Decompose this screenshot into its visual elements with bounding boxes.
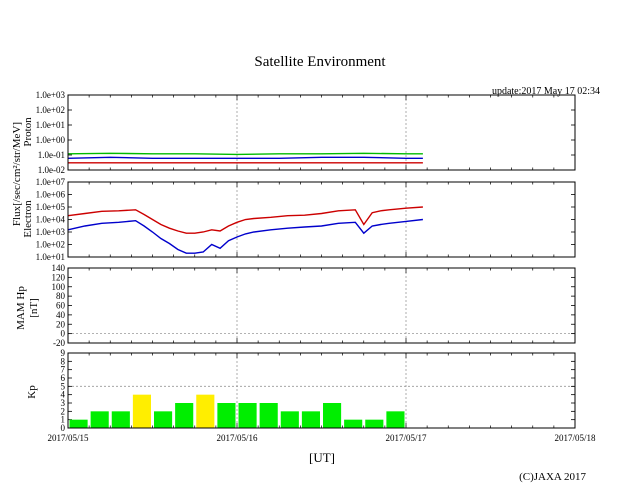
kp-bar — [323, 403, 342, 428]
mam-frame — [67, 267, 576, 344]
kp-frame — [67, 352, 576, 429]
electron-ytick-label: 1.0e+07 — [36, 177, 66, 187]
electron-ytick-label: 1.0e+03 — [36, 227, 66, 237]
copyright: (C)JAXA 2017 — [519, 471, 586, 483]
mam-label: MAM Hp — [15, 286, 27, 330]
proton-frame — [67, 94, 576, 171]
kp-ytick-label: 8 — [61, 356, 66, 366]
mam-unit-label: [nT] — [28, 298, 40, 318]
flux-y-label: Flux[/sec/cm²/str/MeV] — [11, 122, 23, 226]
kp-bar — [344, 419, 363, 428]
electron-series-blue — [67, 218, 423, 254]
kp-bar — [69, 419, 88, 428]
proton-series-blue — [67, 156, 423, 160]
kp-bar — [196, 394, 215, 428]
electron-ytick-label: 1.0e+05 — [36, 202, 66, 212]
mam-ytick-label: 60 — [56, 301, 66, 311]
update-label: update:2017 May 17 02:34 — [492, 86, 600, 97]
kp-bar — [301, 411, 320, 428]
x-tick-label: 2017/05/16 — [216, 433, 258, 443]
proton-label: Proton — [22, 117, 34, 147]
proton-ytick-label: 1.0e+02 — [36, 105, 65, 115]
proton-ytick-label: 1.0e-01 — [38, 150, 65, 160]
kp-ytick-label: 7 — [61, 365, 66, 375]
kp-ytick-label: 2 — [61, 406, 66, 416]
kp-bar — [280, 411, 299, 428]
kp-label: Kp — [26, 385, 38, 399]
mam-ytick-label: 140 — [52, 263, 66, 273]
plot-layer: 1.0e-02 1.0e-01 1.0e+00 1.0e+01 1.0e+02 1.0e+… — [36, 90, 596, 443]
electron-ytick-label: 1.0e+02 — [36, 240, 65, 250]
proton-ytick-label: 1.0e+03 — [36, 90, 66, 100]
x-tick-label: 2017/05/17 — [385, 433, 427, 443]
electron-ytick-label: 1.0e+06 — [36, 190, 66, 200]
mam-ytick-label: 20 — [56, 319, 66, 329]
proton-ytick-label: 1.0e-02 — [38, 165, 65, 175]
electron-frame — [67, 181, 576, 258]
x-axis-label: [UT] — [309, 450, 335, 465]
kp-ytick-label: 1 — [61, 415, 66, 425]
x-tick-label: 2017/05/18 — [554, 433, 596, 443]
mam-ytick-label: 100 — [52, 282, 66, 292]
kp-bar — [175, 403, 194, 428]
proton-ytick-label: 1.0e+00 — [36, 135, 66, 145]
kp-bar — [238, 403, 257, 428]
kp-bar — [365, 419, 384, 428]
kp-ytick-label: 5 — [61, 381, 66, 391]
mam-ytick-label: -20 — [53, 338, 65, 348]
electron-series-red — [67, 206, 423, 234]
mam-ytick-label: 0 — [61, 329, 66, 339]
kp-bar — [154, 411, 173, 428]
electron-label: Electron — [22, 200, 34, 238]
kp-bar — [217, 403, 236, 428]
kp-bar — [111, 411, 130, 428]
kp-ytick-label: 4 — [61, 390, 66, 400]
kp-bar — [386, 411, 405, 428]
x-tick-label: 2017/05/15 — [47, 433, 89, 443]
proton-series-green — [67, 152, 423, 156]
kp-bar — [90, 411, 109, 428]
kp-ytick-label: 6 — [61, 373, 66, 383]
mam-ytick-label: 80 — [56, 291, 66, 301]
electron-ytick-label: 1.0e+04 — [36, 215, 66, 225]
kp-bar — [132, 394, 151, 428]
proton-ytick-label: 1.0e+01 — [36, 120, 65, 130]
kp-ytick-label: 9 — [61, 348, 66, 358]
kp-ytick-label: 0 — [61, 423, 66, 433]
mam-ytick-label: 120 — [52, 272, 66, 282]
mam-ytick-label: 40 — [56, 310, 66, 320]
chart-title: Satellite Environment — [254, 54, 386, 70]
kp-ytick-label: 3 — [61, 398, 66, 408]
kp-bar — [259, 403, 278, 428]
electron-ytick-label: 1.0e+01 — [36, 252, 65, 262]
